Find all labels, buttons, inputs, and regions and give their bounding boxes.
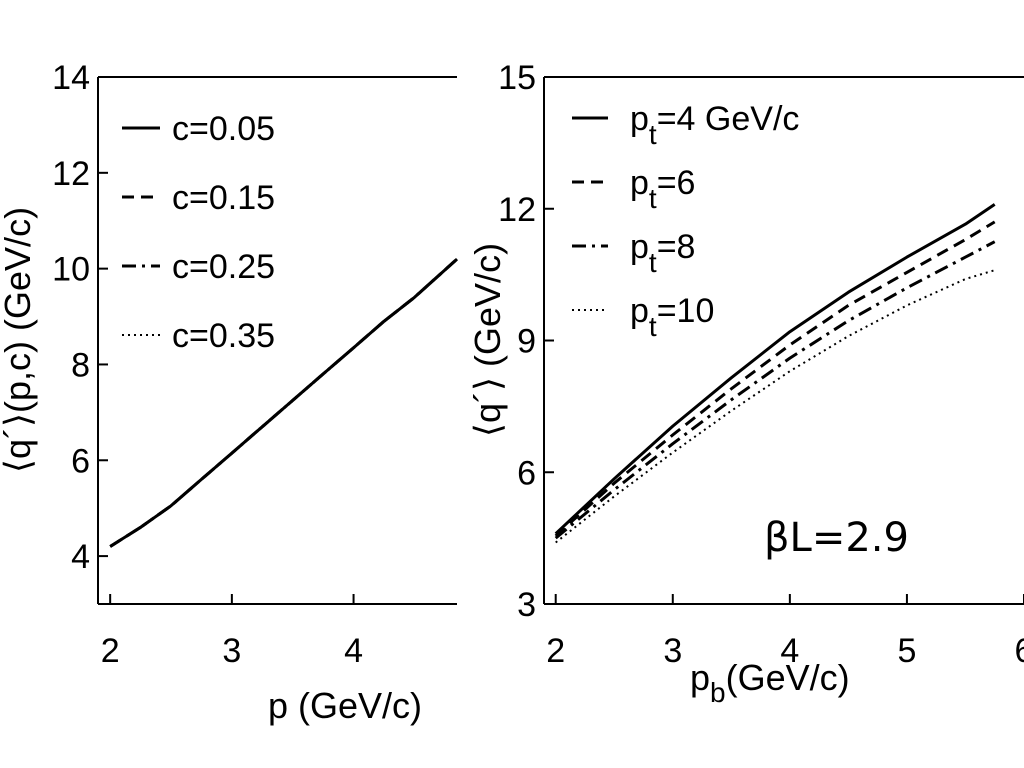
x-tick-label: 4 (344, 632, 363, 670)
x-tick-label: 5 (897, 632, 916, 670)
x-tick-label: 2 (546, 632, 565, 670)
y-tick-label: 4 (71, 538, 90, 576)
series-line-3 (554, 240, 996, 540)
y-tick-label: 3 (517, 586, 536, 624)
legend-label: c=0.35 (172, 317, 275, 355)
legend-label: pt=10 (630, 292, 714, 342)
x-tick-label: 3 (222, 632, 241, 670)
legend-label: c=0.15 (172, 179, 275, 217)
y-tick-label: 12 (498, 191, 536, 229)
series-line-1 (554, 203, 996, 535)
y-tick-label: 14 (52, 59, 90, 97)
y-axis-label: ⟨q´⟩ (GeV/c) (467, 243, 508, 437)
y-tick-label: 12 (52, 155, 90, 193)
y-tick-label: 9 (517, 323, 536, 361)
left-chart-panel: 4 6 8 10 12 14 2 3 4 ⟨q´⟩(p,c) (GeV/c) p (GeV/c) c=… (0, 59, 459, 726)
y-axis-label: ⟨q´⟩(p,c) (GeV/c) (0, 207, 38, 473)
legend-label: pt=4 GeV/c (630, 100, 799, 150)
legend-label: pt=8 (630, 228, 695, 278)
x-tick-label: 6 (1015, 632, 1024, 670)
x-axis-label: pb(GeV/c) (690, 657, 850, 708)
right-chart-panel: 369121523456⟨q´⟩ (GeV/c)pb(GeV/c)pt=4 Ge… (467, 59, 1024, 708)
y-tick-label: 6 (517, 454, 536, 492)
x-tick-label: 2 (101, 632, 120, 670)
y-tick-label: 8 (71, 346, 90, 384)
x-tick-label: 4 (780, 632, 799, 670)
legend-label: c=0.25 (172, 248, 275, 286)
x-tick-label: 3 (663, 632, 682, 670)
series-line-2 (554, 220, 996, 538)
y-tick-label: 15 (498, 59, 536, 97)
x-axis-label: p (GeV/c) (268, 685, 422, 726)
series-line-4 (109, 258, 458, 548)
legend-label: c=0.05 (172, 110, 275, 148)
annotation-label: βL=2.9 (764, 515, 909, 561)
legend-label: pt=6 (630, 164, 695, 214)
y-tick-label: 10 (52, 251, 90, 289)
y-tick-label: 6 (71, 442, 90, 480)
